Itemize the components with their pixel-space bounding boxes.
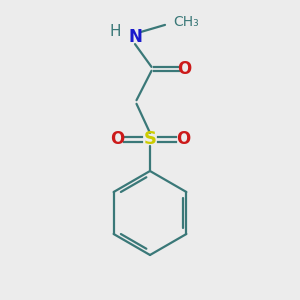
Text: CH₃: CH₃ [173,16,199,29]
Text: O: O [110,130,124,148]
Text: H: H [110,24,121,39]
Text: S: S [143,130,157,148]
Text: O: O [177,60,192,78]
Text: O: O [176,130,190,148]
Text: N: N [128,28,142,46]
